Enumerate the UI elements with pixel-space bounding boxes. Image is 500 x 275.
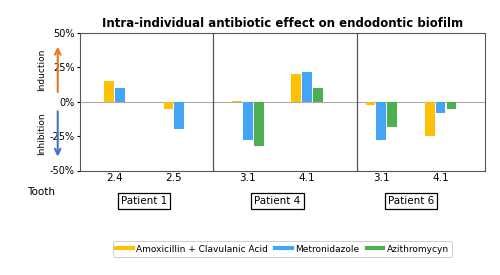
Bar xyxy=(164,102,173,109)
Bar xyxy=(388,102,397,126)
Bar xyxy=(115,88,125,102)
Text: Tooth: Tooth xyxy=(28,187,56,197)
Bar xyxy=(376,102,386,140)
Bar xyxy=(313,88,323,102)
Text: Patient 4: Patient 4 xyxy=(254,196,300,206)
Bar xyxy=(292,74,301,102)
Bar xyxy=(366,102,376,104)
Bar xyxy=(232,101,242,102)
Bar xyxy=(254,102,264,146)
Text: Patient 6: Patient 6 xyxy=(388,196,434,206)
Bar xyxy=(104,81,114,102)
Bar xyxy=(446,102,456,109)
Bar xyxy=(436,102,446,113)
Text: Induction: Induction xyxy=(37,49,46,91)
Bar xyxy=(174,102,184,129)
Text: Inhibition: Inhibition xyxy=(37,112,46,155)
Bar xyxy=(243,102,253,140)
Text: Patient 1: Patient 1 xyxy=(121,196,168,206)
Bar xyxy=(425,102,434,136)
Title: Intra-individual antibiotic effect on endodontic biofilm: Intra-individual antibiotic effect on en… xyxy=(102,17,463,31)
Bar xyxy=(302,72,312,102)
Legend: Amoxicillin + Clavulanic Acid, Metronidazole, Azithromycyn: Amoxicillin + Clavulanic Acid, Metronida… xyxy=(113,241,452,257)
